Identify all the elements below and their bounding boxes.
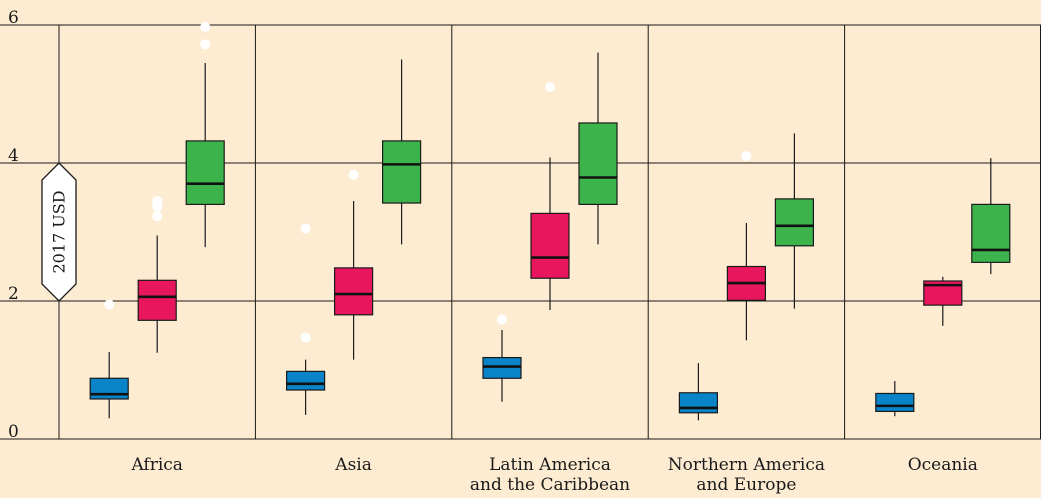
- y-tick-label: 6: [8, 8, 19, 28]
- y-tick-label: 4: [8, 146, 19, 166]
- box-iqr: [185, 140, 225, 205]
- category-label: Asia: [334, 455, 372, 475]
- category-label: Northern America: [668, 455, 825, 475]
- box-iqr: [774, 198, 815, 247]
- y-axis-label-badge-shape: [41, 162, 77, 302]
- box-iqr: [137, 279, 177, 321]
- box-outlier: [300, 223, 311, 234]
- y-axis-label: 2017 USD: [50, 190, 69, 273]
- box-iqr: [382, 140, 422, 204]
- box-group: [578, 52, 618, 245]
- box-outlier: [348, 169, 359, 180]
- box-group: [89, 299, 129, 419]
- box-group: [971, 158, 1011, 275]
- box-outlier: [545, 82, 555, 93]
- category-label: and Europe: [696, 475, 796, 495]
- box-iqr: [578, 122, 618, 206]
- box-outlier: [300, 332, 311, 343]
- box-iqr: [286, 370, 326, 391]
- box-group: [482, 314, 522, 402]
- box-iqr: [530, 212, 570, 279]
- box-iqr: [971, 203, 1011, 263]
- box-outlier: [497, 314, 507, 325]
- box-group: [334, 169, 374, 360]
- box-iqr: [678, 392, 719, 414]
- box-group: [286, 223, 326, 415]
- box-outlier: [200, 22, 211, 33]
- box-group: [678, 363, 719, 421]
- box-outlier: [152, 195, 163, 206]
- y-axis-tick-labels: 0 2 4 6: [8, 8, 19, 442]
- box-group: [923, 276, 963, 326]
- box-outlier: [152, 211, 163, 222]
- box-iqr: [875, 392, 915, 412]
- box-group: [774, 133, 815, 309]
- y-tick-label: 0: [8, 422, 19, 442]
- box-iqr: [482, 356, 522, 379]
- box-outlier: [741, 151, 752, 162]
- box-group: [726, 151, 767, 341]
- box-group: [875, 381, 915, 417]
- category-label: Oceania: [908, 455, 978, 475]
- box-series: [89, 22, 1011, 421]
- category-label: Africa: [130, 455, 183, 475]
- box-outlier: [200, 39, 211, 50]
- box-group: [530, 82, 570, 310]
- box-group: [185, 22, 225, 248]
- box-outlier: [104, 299, 115, 310]
- box-iqr: [89, 377, 129, 400]
- box-group: [382, 59, 422, 245]
- y-tick-label: 2: [8, 284, 19, 304]
- box-group: [137, 195, 177, 353]
- category-label: and the Caribbean: [470, 475, 630, 495]
- category-label: Latin America: [489, 455, 611, 475]
- y-axis-label-badge: 2017 USD: [41, 162, 77, 302]
- box-iqr: [334, 267, 374, 316]
